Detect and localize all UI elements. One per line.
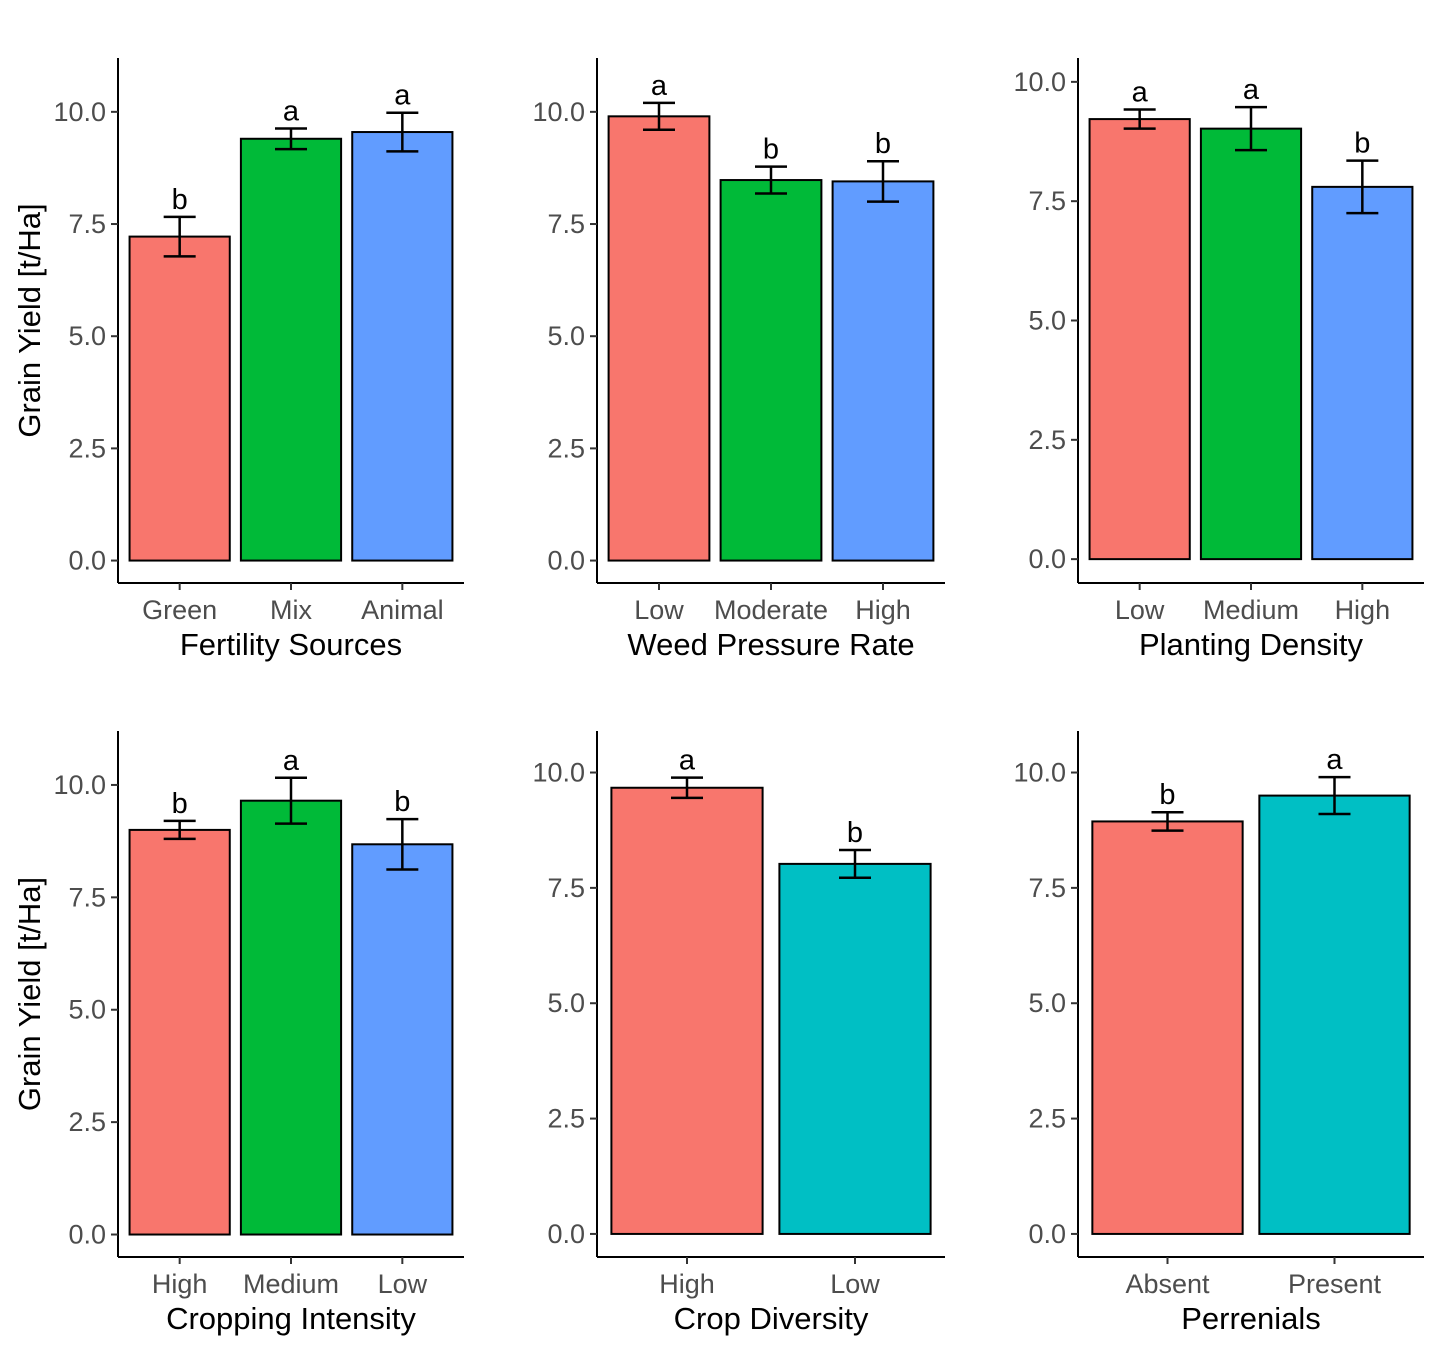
x-tick-label: Present [1288, 1269, 1382, 1299]
bar [1091, 820, 1244, 1235]
significance-letter: b [875, 128, 891, 160]
y-tick-label: 10.0 [53, 97, 106, 127]
bar [128, 828, 231, 1236]
x-tick-label: Mix [270, 595, 312, 625]
y-tick-label: 2.5 [1028, 1104, 1066, 1134]
y-tick-label: 5.0 [68, 321, 106, 351]
x-axis-title: Weed Pressure Rate [627, 627, 914, 662]
y-tick-label: 0.0 [547, 1219, 585, 1249]
y-tick-label: 7.5 [1028, 186, 1066, 216]
x-tick-label: High [1335, 595, 1391, 625]
y-tick-label: 2.5 [68, 1107, 106, 1137]
y-tick-label: 7.5 [68, 209, 106, 239]
y-tick-label: 10.0 [532, 97, 585, 127]
x-axis-title: Cropping Intensity [166, 1301, 416, 1336]
significance-letter: a [283, 745, 300, 777]
y-tick-label: 5.0 [1028, 988, 1066, 1018]
bar [351, 843, 454, 1236]
y-tick-label: 2.5 [1028, 425, 1066, 455]
bar [831, 180, 935, 562]
bar [778, 862, 932, 1235]
y-tick-label: 10.0 [1013, 67, 1066, 97]
x-tick-label: Green [142, 595, 217, 625]
bar [128, 235, 231, 562]
y-tick-label: 7.5 [1028, 873, 1066, 903]
x-axis-title: Crop Diversity [674, 1301, 869, 1336]
significance-letter: b [172, 788, 188, 820]
y-tick-label: 0.0 [547, 546, 585, 576]
x-tick-label: High [855, 595, 911, 625]
y-axis-title: Grain Yield [t/Ha] [12, 203, 47, 437]
y-tick-label: 0.0 [68, 546, 106, 576]
y-tick-label: 10.0 [1013, 758, 1066, 788]
bar [239, 137, 343, 562]
x-axis-title: Planting Density [1139, 627, 1364, 662]
bar [719, 179, 823, 562]
x-tick-label: Medium [1203, 595, 1299, 625]
y-tick-label: 2.5 [547, 1104, 585, 1134]
y-tick-label: 0.0 [68, 1220, 106, 1250]
y-tick-label: 7.5 [68, 882, 106, 912]
significance-letter: a [1132, 77, 1149, 109]
y-axis-title: Grain Yield [t/Ha] [12, 877, 47, 1111]
y-tick-label: 5.0 [547, 321, 585, 351]
x-tick-label: Low [378, 1269, 428, 1299]
bar [239, 799, 343, 1236]
x-tick-label: Medium [243, 1269, 339, 1299]
bar [1311, 185, 1414, 561]
x-tick-label: Absent [1125, 1269, 1210, 1299]
x-tick-label: High [659, 1269, 715, 1299]
y-tick-label: 7.5 [547, 873, 585, 903]
y-tick-label: 10.0 [532, 758, 585, 788]
y-tick-label: 7.5 [547, 209, 585, 239]
y-tick-label: 0.0 [1028, 1219, 1066, 1249]
significance-letter: b [1159, 779, 1175, 811]
bar [351, 131, 454, 562]
significance-letter: b [763, 134, 779, 166]
y-tick-label: 5.0 [68, 995, 106, 1025]
significance-letter: b [1354, 128, 1370, 160]
significance-letter: a [679, 745, 696, 777]
y-tick-label: 10.0 [53, 770, 106, 800]
x-tick-label: Moderate [714, 595, 828, 625]
y-tick-label: 5.0 [547, 988, 585, 1018]
significance-letter: a [283, 95, 300, 127]
significance-letter: b [172, 184, 188, 216]
y-tick-label: 2.5 [547, 433, 585, 463]
x-axis-title: Perrenials [1181, 1301, 1321, 1336]
significance-letter: a [394, 80, 411, 112]
significance-letter: b [847, 817, 863, 849]
bar [1199, 127, 1303, 561]
x-tick-label: Low [830, 1269, 880, 1299]
y-tick-label: 5.0 [1028, 306, 1066, 336]
bar [610, 786, 764, 1235]
significance-letter: a [1243, 74, 1260, 106]
x-axis-title: Fertility Sources [180, 627, 402, 662]
significance-letter: a [1326, 744, 1343, 776]
x-tick-label: Animal [361, 595, 444, 625]
bar [1088, 118, 1191, 561]
x-tick-label: Low [634, 595, 684, 625]
x-tick-label: Low [1115, 595, 1165, 625]
x-tick-label: High [152, 1269, 208, 1299]
significance-letter: b [394, 786, 410, 818]
y-tick-label: 0.0 [1028, 544, 1066, 574]
significance-letter: a [651, 70, 668, 102]
y-tick-label: 2.5 [68, 433, 106, 463]
bar [1258, 794, 1411, 1235]
bar [607, 115, 711, 562]
